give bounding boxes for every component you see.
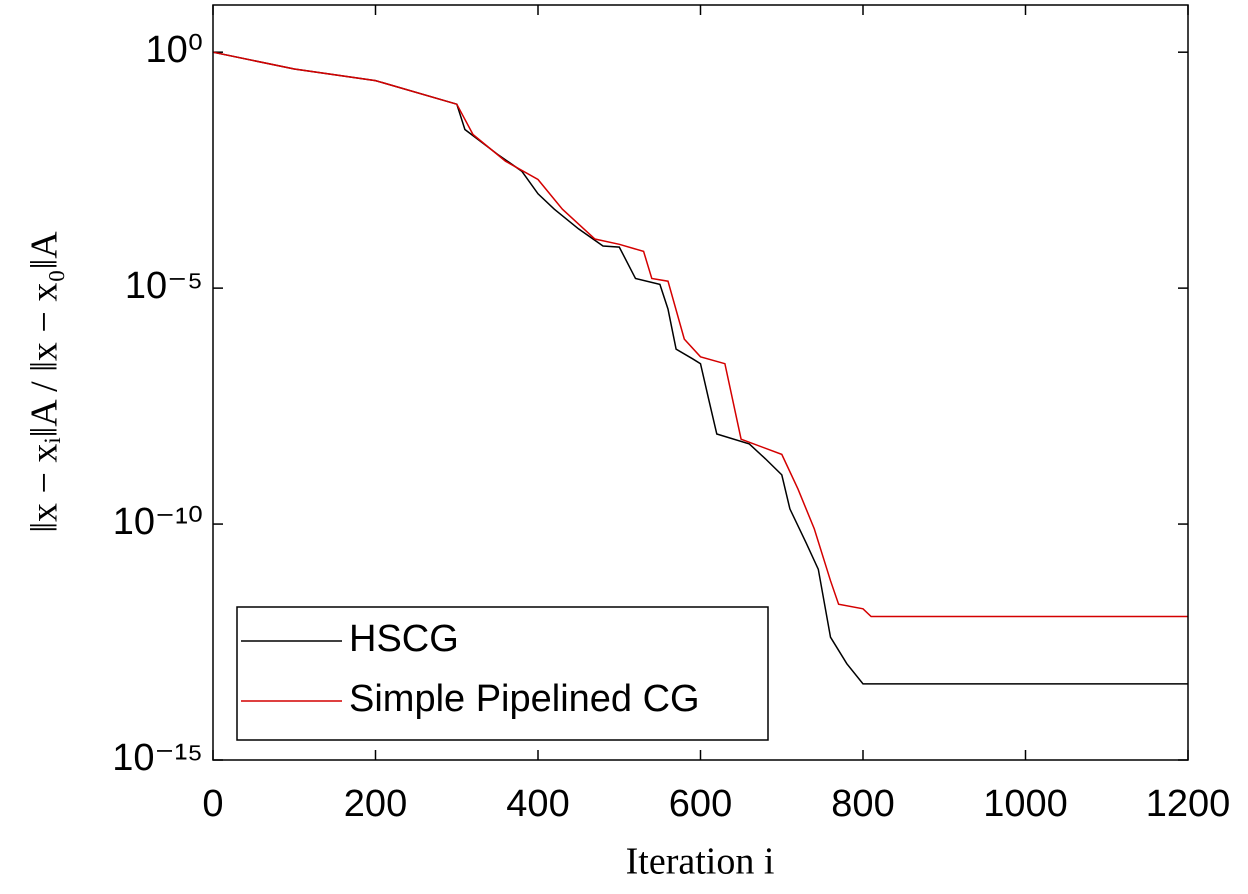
legend-box: [236, 606, 769, 741]
x-tick-label: 1000: [983, 783, 1068, 825]
legend-label: HSCG: [349, 618, 459, 660]
x-tick-label: 600: [669, 783, 732, 825]
y-tick-label: 10⁰: [145, 29, 203, 71]
y-axis-label: ‖x − xᵢ‖A / ‖x − x₀‖A: [24, 231, 66, 533]
x-axis-label: Iteration i: [626, 841, 775, 883]
y-tick-label: 10⁻⁵: [125, 265, 203, 307]
series-line: [212, 51, 1188, 618]
y-tick-label: 10⁻¹⁰: [113, 501, 203, 543]
y-tick-label: 10⁻¹⁵: [112, 737, 203, 779]
plot-frame: [212, 4, 1189, 761]
x-tick-label: 400: [506, 783, 569, 825]
x-tick-label: 1200: [1146, 783, 1231, 825]
series-line: [212, 51, 1188, 685]
x-tick-label: 200: [344, 783, 407, 825]
legend-label: Simple Pipelined CG: [349, 678, 700, 720]
x-tick-label: 0: [202, 783, 223, 825]
x-tick-label: 800: [831, 783, 894, 825]
